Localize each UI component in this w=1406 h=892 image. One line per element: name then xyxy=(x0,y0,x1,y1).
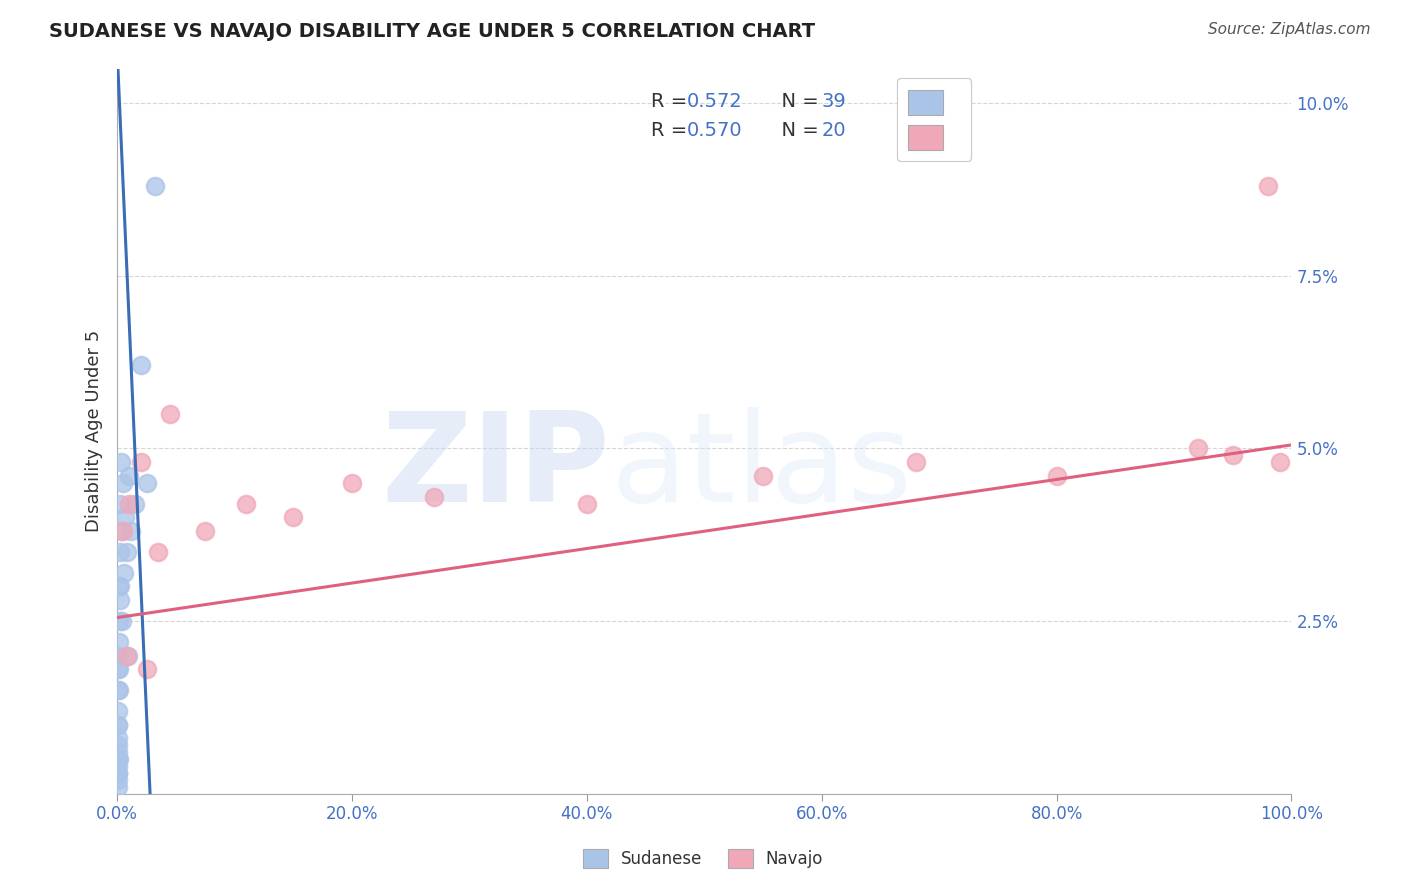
Point xyxy=(1222,448,1244,462)
Point xyxy=(235,497,257,511)
Point xyxy=(1045,469,1067,483)
Point xyxy=(423,490,446,504)
Point xyxy=(194,524,217,539)
Point xyxy=(1268,455,1291,469)
Point xyxy=(108,683,131,698)
Point xyxy=(107,683,129,698)
Point xyxy=(129,455,152,469)
Point xyxy=(107,766,129,780)
Point xyxy=(108,497,131,511)
Point xyxy=(107,752,129,766)
Point xyxy=(135,662,157,676)
Text: Source: ZipAtlas.com: Source: ZipAtlas.com xyxy=(1208,22,1371,37)
Text: atlas: atlas xyxy=(610,407,912,528)
Point xyxy=(107,780,129,794)
Legend: , : , xyxy=(897,78,970,161)
Text: 20: 20 xyxy=(821,120,846,140)
Point xyxy=(107,745,129,759)
Point xyxy=(107,772,129,787)
Point xyxy=(117,648,139,663)
Point xyxy=(112,566,135,580)
Legend: Sudanese, Navajo: Sudanese, Navajo xyxy=(576,842,830,875)
Point xyxy=(108,545,131,559)
Point xyxy=(115,545,138,559)
Point xyxy=(1187,442,1209,456)
Text: R =: R = xyxy=(651,120,695,140)
Point xyxy=(107,717,129,731)
Point xyxy=(904,455,927,469)
Point xyxy=(108,579,131,593)
Point xyxy=(107,662,129,676)
Point xyxy=(340,475,363,490)
Point xyxy=(143,178,166,193)
Point xyxy=(110,455,132,469)
Point xyxy=(107,759,129,773)
Point xyxy=(752,469,775,483)
Point xyxy=(108,662,131,676)
Point xyxy=(112,475,135,490)
Text: N =: N = xyxy=(769,92,825,111)
Point xyxy=(112,524,135,539)
Text: ZIP: ZIP xyxy=(381,407,610,528)
Point xyxy=(1257,178,1279,193)
Point xyxy=(111,614,134,628)
Point xyxy=(110,524,132,539)
Text: 0.570: 0.570 xyxy=(686,120,742,140)
Point xyxy=(114,510,136,524)
Text: 39: 39 xyxy=(821,92,846,111)
Point xyxy=(110,579,132,593)
Point xyxy=(107,752,129,766)
Point xyxy=(107,766,129,780)
Point xyxy=(148,545,170,559)
Point xyxy=(159,407,181,421)
Point xyxy=(107,704,129,718)
Point xyxy=(124,497,146,511)
Point xyxy=(107,739,129,753)
Text: SUDANESE VS NAVAJO DISABILITY AGE UNDER 5 CORRELATION CHART: SUDANESE VS NAVAJO DISABILITY AGE UNDER … xyxy=(49,22,815,41)
Text: R =: R = xyxy=(651,92,695,111)
Point xyxy=(107,717,129,731)
Point xyxy=(115,648,138,663)
Point xyxy=(129,359,152,373)
Point xyxy=(107,648,129,663)
Text: 0.572: 0.572 xyxy=(686,92,742,111)
Point xyxy=(118,469,141,483)
Point xyxy=(283,510,305,524)
Point xyxy=(135,475,157,490)
Point xyxy=(108,593,131,607)
Point xyxy=(108,634,131,648)
Point xyxy=(120,524,142,539)
Point xyxy=(107,731,129,746)
Y-axis label: Disability Age Under 5: Disability Age Under 5 xyxy=(86,330,103,533)
Point xyxy=(575,497,598,511)
Text: N =: N = xyxy=(769,120,825,140)
Point xyxy=(107,614,129,628)
Point xyxy=(118,497,141,511)
